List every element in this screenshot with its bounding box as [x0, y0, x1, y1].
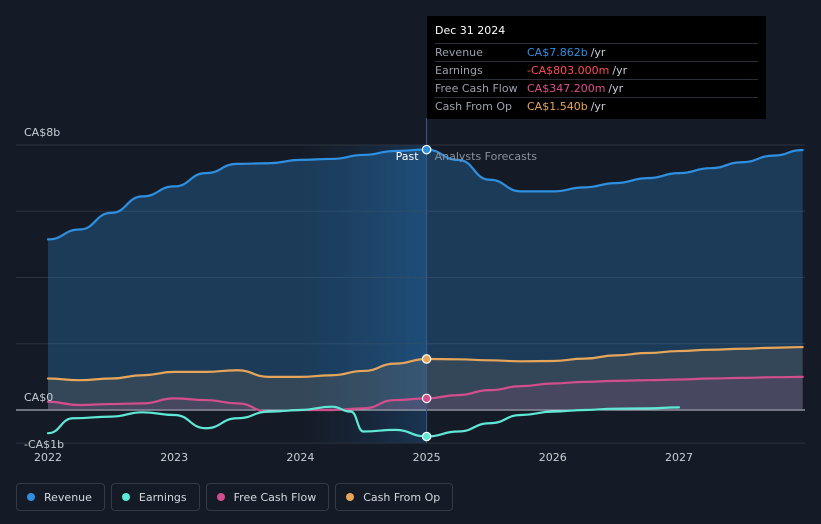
legend-label: Earnings — [138, 490, 187, 504]
legend-label: Revenue — [44, 490, 92, 504]
legend-label: Free Cash Flow — [233, 490, 317, 504]
x-tick-label: 2022 — [34, 451, 62, 464]
earnings-line — [46, 405, 681, 438]
legend-item-cash-from-op[interactable]: Cash From Op — [335, 483, 454, 511]
y-tick-label: CA$8b — [24, 126, 60, 139]
past-label: Past — [396, 150, 420, 163]
past-region-shade — [300, 145, 427, 444]
cash-from-op-area — [48, 347, 803, 410]
tooltip-value: CA$1.540b — [527, 100, 588, 113]
tooltip: Dec 31 2024 Revenue CA$7.862b /yr Earnin… — [427, 16, 766, 119]
tooltip-value: -CA$803.000m — [527, 64, 610, 77]
legend-item-revenue[interactable]: Revenue — [16, 483, 105, 511]
tooltip-label: Revenue — [435, 46, 483, 59]
y-tick-label: -CA$1b — [24, 438, 64, 451]
tooltip-date: Dec 31 2024 — [435, 24, 506, 37]
grid-lines — [16, 144, 805, 444]
x-tick-label: 2027 — [665, 451, 693, 464]
revenue-highlight-point — [421, 144, 432, 155]
x-axis-labels: 2022 2023 2024 2025 2026 2027 — [34, 451, 693, 464]
tooltip-value: CA$7.862b — [527, 46, 588, 59]
tooltip-label: Free Cash Flow — [435, 82, 518, 95]
legend-dot-icon — [27, 493, 35, 501]
free-cash-flow-highlight-point — [421, 393, 432, 404]
x-tick-label: 2024 — [286, 451, 314, 464]
tooltip-label: Cash From Op — [435, 100, 513, 113]
cash-from-op-highlight-point — [421, 354, 432, 364]
x-tick-label: 2023 — [160, 451, 188, 464]
legend-dot-icon — [346, 493, 355, 501]
tooltip-label: Earnings — [435, 64, 483, 77]
tooltip-value: CA$347.200m — [527, 82, 606, 95]
y-tick-label: CA$0 — [24, 391, 53, 404]
legend-dot-icon — [121, 493, 130, 501]
legend-item-free-cash-flow[interactable]: Free Cash Flow — [205, 483, 330, 511]
tooltip-row-cash-from-op: Cash From Op CA$1.540b /yr — [435, 97, 758, 115]
tooltip-row-free-cash-flow: Free Cash Flow CA$347.200m /yr — [435, 79, 758, 97]
tooltip-unit: /yr — [612, 64, 628, 77]
tooltip-unit: /yr — [590, 100, 606, 113]
tooltip-unit: /yr — [590, 46, 606, 59]
tooltip-row-revenue: Revenue CA$7.862b /yr — [435, 43, 758, 61]
legend-dot-icon — [216, 493, 225, 501]
legend-item-earnings[interactable]: Earnings — [110, 483, 200, 511]
forecast-label: Analysts Forecasts — [435, 150, 538, 163]
tooltip-row-earnings: Earnings -CA$803.000m /yr — [435, 61, 758, 79]
revenue-area — [48, 149, 803, 410]
highlight-markers — [421, 144, 432, 442]
x-tick-label: 2025 — [413, 451, 441, 464]
legend: Revenue Earnings Free Cash Flow Cash Fro… — [16, 483, 454, 511]
earnings-highlight-point — [421, 431, 432, 442]
y-axis-labels: CA$8b CA$0 -CA$1b — [24, 126, 64, 451]
tooltip-unit: /yr — [608, 82, 624, 95]
legend-label: Cash From Op — [363, 490, 441, 504]
free-cash-flow-area — [48, 376, 803, 412]
series-areas — [48, 149, 803, 412]
x-tick-label: 2026 — [539, 451, 567, 464]
